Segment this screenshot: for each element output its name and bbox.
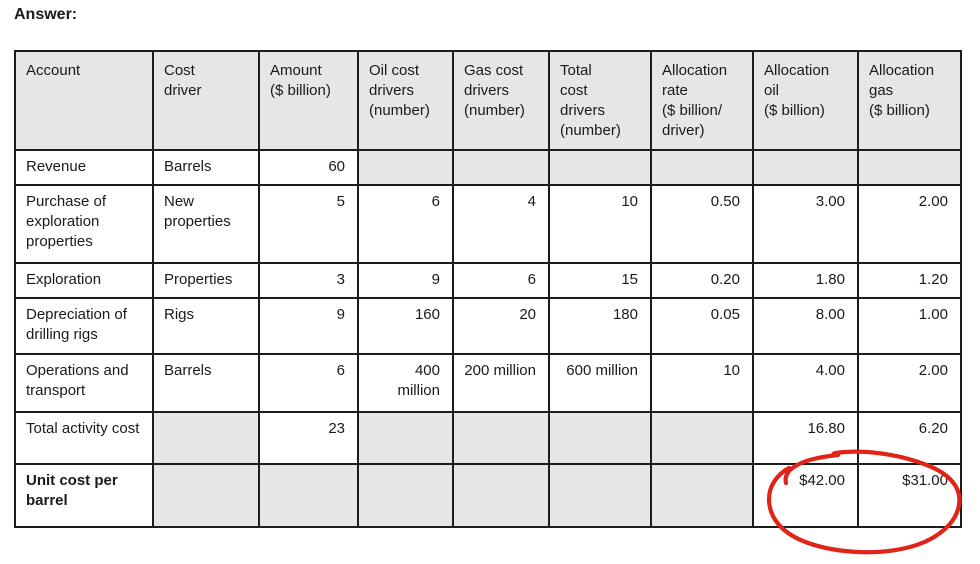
table-cell: 6 bbox=[452, 262, 550, 299]
table-cell: 1.80 bbox=[752, 262, 859, 299]
table-cell: 0.20 bbox=[650, 262, 754, 299]
table-row-unit-cost-per-barrel: Unit cost per barrel $42.00 $31.00 bbox=[14, 463, 962, 528]
table-cell bbox=[548, 149, 652, 186]
table-cell: Rigs bbox=[152, 297, 260, 355]
unit-cost-gas-cell: $31.00 bbox=[857, 463, 962, 528]
table-cell: 10 bbox=[548, 184, 652, 264]
table-cell: 15 bbox=[548, 262, 652, 299]
table-cell: Depreciation of drilling rigs bbox=[14, 297, 154, 355]
table-cell: 6 bbox=[258, 353, 359, 413]
table-cell bbox=[650, 463, 754, 528]
table-row-revenue: Revenue Barrels 60 bbox=[14, 149, 962, 186]
table-cell: 9 bbox=[258, 297, 359, 355]
table-cell: 4.00 bbox=[752, 353, 859, 413]
table-cell: Properties bbox=[152, 262, 260, 299]
table-cell: 160 bbox=[357, 297, 454, 355]
table-cell: 9 bbox=[357, 262, 454, 299]
table-cell bbox=[650, 149, 754, 186]
table-cell bbox=[650, 411, 754, 465]
header-cell-oil-cost-drivers: Oil cost drivers (number) bbox=[357, 50, 454, 151]
page-heading: Answer: bbox=[14, 6, 78, 23]
table-cell bbox=[152, 463, 260, 528]
table-row-exploration: Exploration Properties 3 9 6 15 0.20 1.8… bbox=[14, 262, 962, 299]
header-cell-total-cost-drivers: Total cost drivers (number) bbox=[548, 50, 652, 151]
table-cell: 23 bbox=[258, 411, 359, 465]
table-cell bbox=[548, 411, 652, 465]
table-cell bbox=[857, 149, 962, 186]
table-cell: 6.20 bbox=[857, 411, 962, 465]
table-cell: Unit cost per barrel bbox=[14, 463, 154, 528]
table-row-purchase: Purchase of exploration properties New p… bbox=[14, 184, 962, 264]
table-cell bbox=[452, 463, 550, 528]
table-cell: Total activity cost bbox=[14, 411, 154, 465]
table-cell bbox=[357, 411, 454, 465]
table-cell: Operations and transport bbox=[14, 353, 154, 413]
table-cell: 3.00 bbox=[752, 184, 859, 264]
table-cell: 5 bbox=[258, 184, 359, 264]
table-cell: New properties bbox=[152, 184, 260, 264]
table-cell bbox=[152, 411, 260, 465]
table-cell: 0.50 bbox=[650, 184, 754, 264]
table-cell: 20 bbox=[452, 297, 550, 355]
table-cell bbox=[357, 463, 454, 528]
table-row-total-activity-cost: Total activity cost 23 16.80 6.20 bbox=[14, 411, 962, 465]
table-cell: 1.20 bbox=[857, 262, 962, 299]
table-cell bbox=[357, 149, 454, 186]
table-row-operations: Operations and transport Barrels 6 400 m… bbox=[14, 353, 962, 413]
table-cell: 0.05 bbox=[650, 297, 754, 355]
table-header-row: Account Cost driver Amount ($ billion) O… bbox=[14, 50, 962, 151]
table-cell: 10 bbox=[650, 353, 754, 413]
header-cell-amount: Amount ($ billion) bbox=[258, 50, 359, 151]
table-cell bbox=[452, 411, 550, 465]
table-cell: 8.00 bbox=[752, 297, 859, 355]
table-cell: 3 bbox=[258, 262, 359, 299]
table-cell bbox=[548, 463, 652, 528]
header-cell-gas-cost-drivers: Gas cost drivers (number) bbox=[452, 50, 550, 151]
table-cell: 400 million bbox=[357, 353, 454, 413]
header-cell-allocation-rate: Allocation rate ($ billion/ driver) bbox=[650, 50, 754, 151]
table-row-depreciation: Depreciation of drilling rigs Rigs 9 160… bbox=[14, 297, 962, 355]
table-cell: 4 bbox=[452, 184, 550, 264]
table-cell: 16.80 bbox=[752, 411, 859, 465]
table-cell: Revenue bbox=[14, 149, 154, 186]
table-cell: Exploration bbox=[14, 262, 154, 299]
header-cell-cost-driver: Cost driver bbox=[152, 50, 260, 151]
table-cell: Purchase of exploration properties bbox=[14, 184, 154, 264]
table-cell bbox=[452, 149, 550, 186]
table-cell: 180 bbox=[548, 297, 652, 355]
header-cell-account: Account bbox=[14, 50, 154, 151]
table-cell: 60 bbox=[258, 149, 359, 186]
table-cell: 600 million bbox=[548, 353, 652, 413]
table-cell: 200 million bbox=[452, 353, 550, 413]
table-cell: Barrels bbox=[152, 353, 260, 413]
table-cell: 1.00 bbox=[857, 297, 962, 355]
table-cell bbox=[752, 149, 859, 186]
table-cell: Barrels bbox=[152, 149, 260, 186]
table-cell: 2.00 bbox=[857, 184, 962, 264]
table-cell: 6 bbox=[357, 184, 454, 264]
unit-cost-oil-cell: $42.00 bbox=[752, 463, 859, 528]
table-cell: 2.00 bbox=[857, 353, 962, 413]
header-cell-allocation-oil: Allocation oil ($ billion) bbox=[752, 50, 859, 151]
table-cell bbox=[258, 463, 359, 528]
header-cell-allocation-gas: Allocation gas ($ billion) bbox=[857, 50, 962, 151]
costing-answer-table: Account Cost driver Amount ($ billion) O… bbox=[14, 50, 962, 528]
